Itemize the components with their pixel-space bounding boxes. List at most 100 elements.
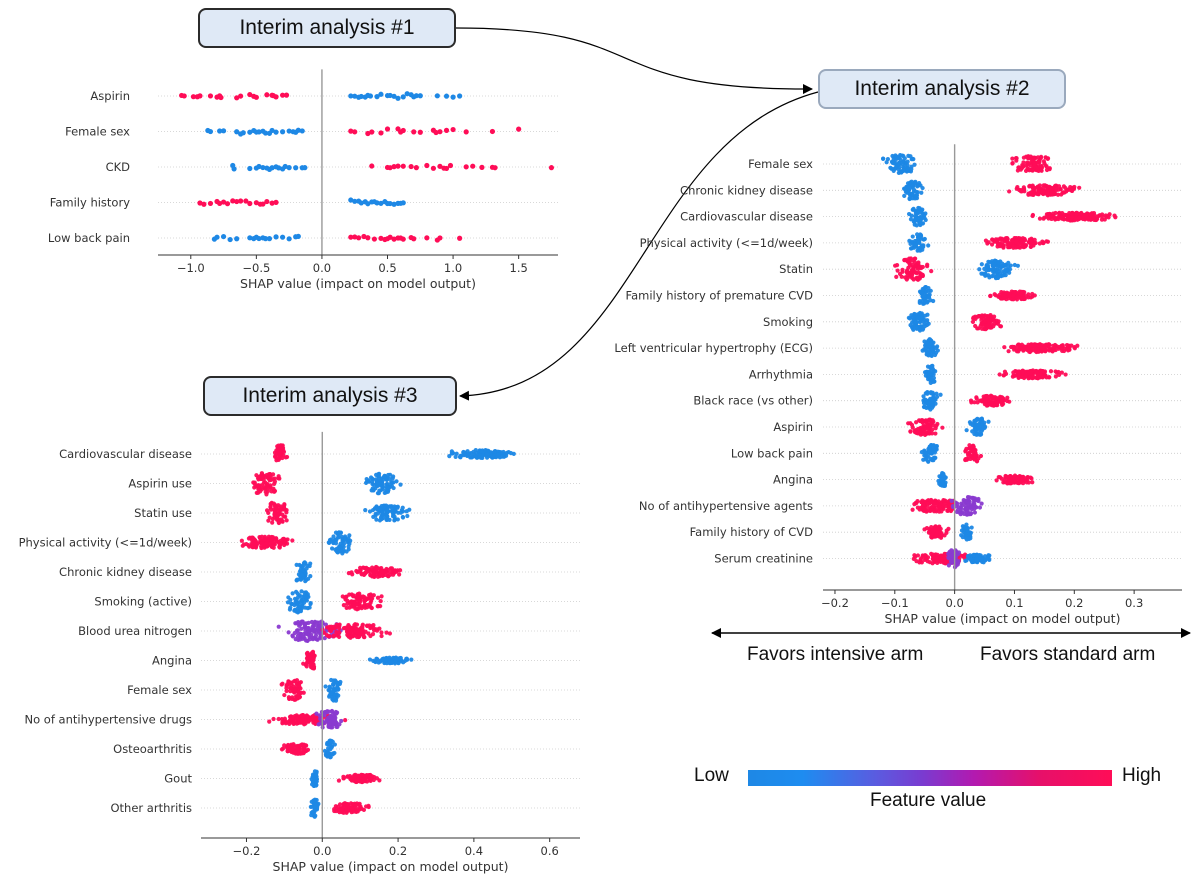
shap-point — [400, 163, 406, 169]
shap-point — [1011, 244, 1017, 249]
shap-point — [1047, 348, 1052, 353]
feature-label: Female sex — [748, 157, 813, 171]
shap-point — [1027, 183, 1032, 188]
shap-point — [337, 626, 342, 631]
shap-point — [313, 627, 318, 632]
shap-point — [355, 630, 360, 635]
x-tick-label: 0.2 — [1065, 596, 1083, 610]
shap-point — [900, 159, 906, 164]
shap-point — [256, 163, 262, 170]
shap-point — [369, 598, 374, 604]
shap-point — [979, 262, 984, 267]
shap-point — [988, 293, 993, 299]
shap-point — [305, 626, 310, 631]
shap-point — [1059, 370, 1064, 375]
shap-point — [308, 601, 313, 607]
shap-point — [282, 507, 287, 512]
shap-point — [983, 323, 989, 328]
shap-point — [404, 509, 409, 514]
shap-point — [352, 775, 357, 781]
shap-point — [992, 292, 997, 297]
shap-point — [1071, 186, 1077, 191]
shap-point — [365, 201, 371, 207]
shap-point — [302, 622, 307, 628]
shap-point — [929, 525, 934, 530]
shap-point — [1047, 342, 1052, 347]
shap-point — [269, 489, 274, 494]
shap-point — [411, 129, 417, 135]
shap-point — [262, 236, 269, 242]
shap-point — [969, 454, 974, 459]
shap-point — [332, 718, 338, 723]
shap-point — [270, 520, 275, 525]
shap-point — [286, 165, 292, 171]
shap-point — [906, 185, 911, 190]
shap-point — [383, 477, 388, 482]
feature-label: Arrhythmia — [749, 367, 813, 381]
shap-point — [294, 578, 299, 583]
shap-point — [1040, 189, 1046, 194]
shap-point — [1039, 168, 1044, 173]
shap-point — [1019, 478, 1024, 484]
shap-point — [910, 234, 915, 239]
shap-point — [395, 163, 401, 169]
shap-point — [905, 159, 910, 164]
shap-point — [479, 164, 485, 170]
shap-point — [955, 562, 960, 567]
x-tick-label: −1.0 — [177, 261, 205, 275]
shap-point — [938, 392, 943, 397]
shap-point — [1012, 345, 1017, 350]
shap-point — [975, 400, 980, 405]
feature-label: Chronic kidney disease — [59, 565, 192, 579]
x-tick-label: 1.5 — [510, 261, 528, 275]
shap-point — [922, 322, 927, 327]
feature-label: Smoking (active) — [94, 595, 192, 609]
shap-point — [269, 200, 275, 206]
shap-point — [220, 128, 227, 134]
shap-point — [922, 297, 927, 302]
shap-point — [925, 349, 930, 354]
shap-point — [920, 506, 925, 512]
shap-point — [1062, 212, 1067, 217]
shap-point — [919, 190, 924, 195]
shap-point — [893, 263, 898, 268]
shap-point — [348, 775, 353, 780]
shap-point — [292, 602, 297, 608]
shap-point — [1045, 239, 1051, 244]
shap-point — [276, 624, 281, 629]
shap-point — [984, 268, 989, 273]
shap-point — [370, 486, 375, 491]
shap-point — [1063, 372, 1068, 377]
shap-point — [362, 635, 367, 640]
shap-point — [334, 710, 340, 715]
shap-point — [374, 569, 379, 574]
shap-point — [277, 456, 282, 461]
shap-point — [297, 600, 302, 605]
shap-point — [368, 624, 373, 629]
shap-point — [1007, 399, 1012, 404]
shap-point — [329, 725, 334, 730]
shap-point — [927, 400, 932, 406]
shap-point — [323, 684, 328, 689]
shap-point — [1014, 239, 1019, 244]
shap-point — [931, 455, 937, 460]
shap-point — [358, 93, 364, 100]
shap-point — [264, 508, 270, 513]
shap-point — [286, 595, 291, 600]
shap-point — [253, 94, 259, 100]
shap-point — [262, 130, 269, 136]
shap-point — [433, 129, 439, 136]
shap-point — [336, 778, 342, 783]
shap-point — [1092, 217, 1097, 222]
shap-point — [977, 267, 982, 272]
shap-point — [1047, 166, 1052, 171]
shap-point — [263, 480, 268, 485]
shap-point — [1040, 375, 1045, 380]
shap-point — [454, 451, 459, 456]
x-tick-label: 0.1 — [1005, 596, 1023, 610]
shap-point — [400, 515, 406, 520]
shap-point — [1048, 369, 1054, 374]
shap-point — [307, 634, 312, 639]
